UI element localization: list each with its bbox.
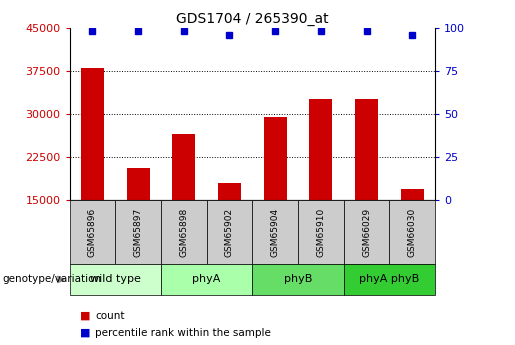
Bar <box>344 264 435 295</box>
Bar <box>355 99 378 200</box>
Text: wild type: wild type <box>90 275 141 284</box>
Bar <box>218 183 241 200</box>
Text: phyA phyB: phyA phyB <box>359 275 420 284</box>
Text: GSM65897: GSM65897 <box>133 207 143 257</box>
Text: GSM65898: GSM65898 <box>179 207 188 257</box>
Bar <box>115 200 161 264</box>
Bar <box>252 264 344 295</box>
Bar <box>161 200 207 264</box>
Bar <box>161 264 252 295</box>
Bar <box>70 264 161 295</box>
Bar <box>401 189 424 200</box>
Text: phyB: phyB <box>284 275 312 284</box>
Bar <box>298 200 344 264</box>
Bar <box>310 99 332 200</box>
Text: GSM66029: GSM66029 <box>362 207 371 257</box>
Text: GSM65896: GSM65896 <box>88 207 97 257</box>
Text: GSM66030: GSM66030 <box>408 207 417 257</box>
Text: GDS1704 / 265390_at: GDS1704 / 265390_at <box>176 12 329 26</box>
Bar <box>173 134 195 200</box>
Bar <box>264 117 287 200</box>
Text: count: count <box>95 311 125 321</box>
Text: ■: ■ <box>80 328 90 338</box>
Bar <box>127 168 149 200</box>
Text: phyA: phyA <box>193 275 221 284</box>
Text: GSM65902: GSM65902 <box>225 207 234 257</box>
Bar <box>252 200 298 264</box>
Text: percentile rank within the sample: percentile rank within the sample <box>95 328 271 338</box>
Text: GSM65910: GSM65910 <box>316 207 325 257</box>
Text: ■: ■ <box>80 311 90 321</box>
Text: genotype/variation: genotype/variation <box>3 275 101 284</box>
Bar <box>344 200 389 264</box>
Bar <box>70 200 115 264</box>
Bar <box>389 200 435 264</box>
Text: GSM65904: GSM65904 <box>271 207 280 257</box>
Bar <box>207 200 252 264</box>
Bar <box>81 68 104 200</box>
